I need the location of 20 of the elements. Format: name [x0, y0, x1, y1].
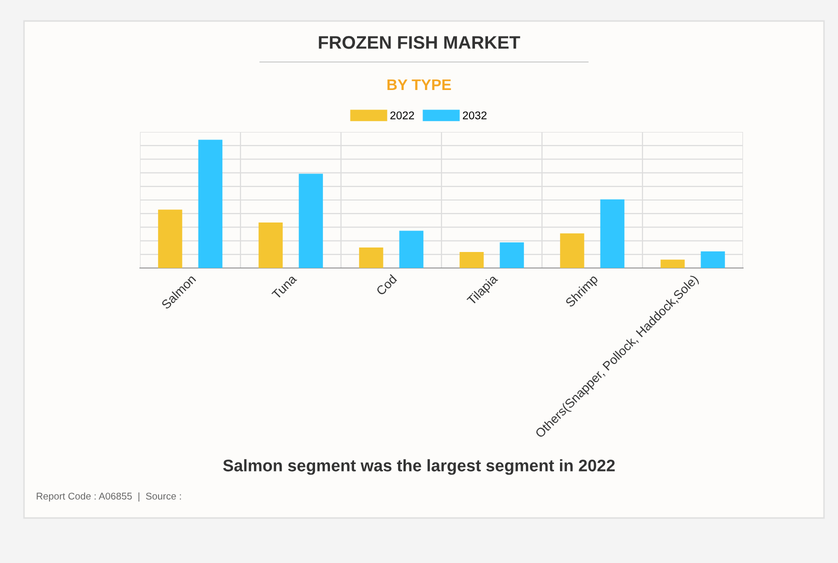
- bar: [460, 252, 484, 268]
- bar: [298, 174, 323, 268]
- legend-label: 2032: [462, 111, 486, 120]
- bar: [258, 222, 283, 268]
- chart-subtitle: BY TYPE: [387, 79, 451, 90]
- bar: [158, 210, 182, 268]
- x-tick-label: Cod: [375, 274, 398, 296]
- legend-label: 2022: [390, 111, 414, 120]
- x-tick-label: Tuna: [271, 274, 298, 300]
- bar: [399, 230, 424, 268]
- bar: [359, 247, 384, 268]
- bar: [560, 233, 584, 268]
- bar: [600, 199, 624, 268]
- chart-title: FROZEN FISH MARKET: [318, 36, 520, 49]
- bar: [198, 140, 222, 268]
- text: Report Code : A06855 | Source :: [36, 492, 181, 502]
- bar: [660, 260, 685, 268]
- bar: [500, 242, 524, 268]
- bar: [700, 251, 725, 268]
- text: Salmon segment was the largest segment in 2022: [223, 459, 615, 475]
